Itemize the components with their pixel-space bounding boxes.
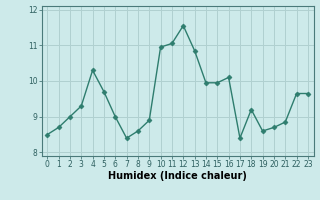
X-axis label: Humidex (Indice chaleur): Humidex (Indice chaleur) bbox=[108, 171, 247, 181]
